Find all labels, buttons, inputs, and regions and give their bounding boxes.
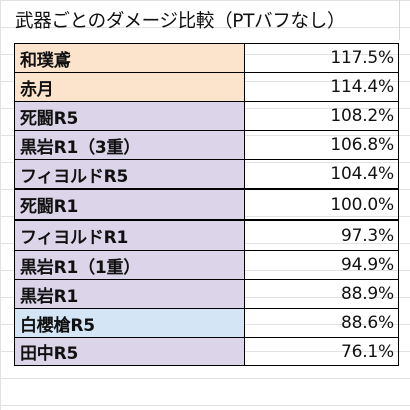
weapon-name-cell[interactable]: 死闘R5 bbox=[15, 102, 245, 130]
weapon-name-cell[interactable]: 白櫻槍R5 bbox=[15, 309, 245, 337]
comparison-table: 和璞鳶 117.5% 赤月 114.4% 死闘R5 108.2% 黒岩R1（3重… bbox=[14, 43, 399, 366]
table-row: フィヨルドR1 97.3% bbox=[14, 219, 399, 250]
page-title: 武器ごとのダメージ比較（PTバフなし） bbox=[15, 11, 346, 32]
weapon-name-cell[interactable]: 黒岩R1（1重） bbox=[15, 251, 245, 279]
damage-value-cell[interactable]: 106.8% bbox=[330, 135, 394, 155]
weapon-name-cell[interactable]: 和璞鳶 bbox=[15, 44, 245, 72]
damage-value-cell[interactable]: 88.6% bbox=[340, 313, 394, 333]
weapon-name-cell[interactable]: フィヨルドR5 bbox=[15, 160, 245, 188]
table-row: 死闘R1 100.0% bbox=[14, 188, 399, 219]
damage-value-cell[interactable]: 117.5% bbox=[330, 48, 394, 68]
weapon-name-cell[interactable]: フィヨルドR1 bbox=[15, 221, 245, 250]
table-row: 死闘R5 108.2% bbox=[14, 101, 399, 130]
weapon-name-cell[interactable]: 黒岩R1（3重） bbox=[15, 131, 245, 159]
damage-value-cell[interactable]: 100.0% bbox=[330, 194, 394, 215]
table-row: 黒岩R1（3重） 106.8% bbox=[14, 130, 399, 159]
weapon-name-cell[interactable]: 死闘R1 bbox=[15, 190, 245, 219]
table-row: 黒岩R1 88.9% bbox=[14, 279, 399, 308]
table-row: 田中R5 76.1% bbox=[14, 337, 399, 366]
weapon-name-cell[interactable]: 田中R5 bbox=[15, 338, 245, 365]
table-row: 黒岩R1（1重） 94.9% bbox=[14, 250, 399, 279]
damage-value-cell[interactable]: 88.9% bbox=[340, 284, 394, 304]
damage-value-cell[interactable]: 108.2% bbox=[330, 106, 394, 126]
table-row: 和璞鳶 117.5% bbox=[14, 43, 399, 72]
title-cell[interactable]: 武器ごとのダメージ比較（PTバフなし） bbox=[0, 0, 400, 40]
table-row: 白櫻槍R5 88.6% bbox=[14, 308, 399, 337]
damage-value-cell[interactable]: 104.4% bbox=[330, 164, 394, 184]
damage-value-cell[interactable]: 97.3% bbox=[340, 225, 394, 246]
weapon-name-cell[interactable]: 黒岩R1 bbox=[15, 280, 245, 308]
table-row: 赤月 114.4% bbox=[14, 72, 399, 101]
damage-value-cell[interactable]: 76.1% bbox=[340, 341, 394, 362]
damage-value-cell[interactable]: 94.9% bbox=[340, 255, 394, 275]
table-row: フィヨルドR5 104.4% bbox=[14, 159, 399, 188]
damage-value-cell[interactable]: 114.4% bbox=[330, 77, 394, 97]
cell-divider bbox=[399, 0, 400, 40]
weapon-name-cell[interactable]: 赤月 bbox=[15, 73, 245, 101]
